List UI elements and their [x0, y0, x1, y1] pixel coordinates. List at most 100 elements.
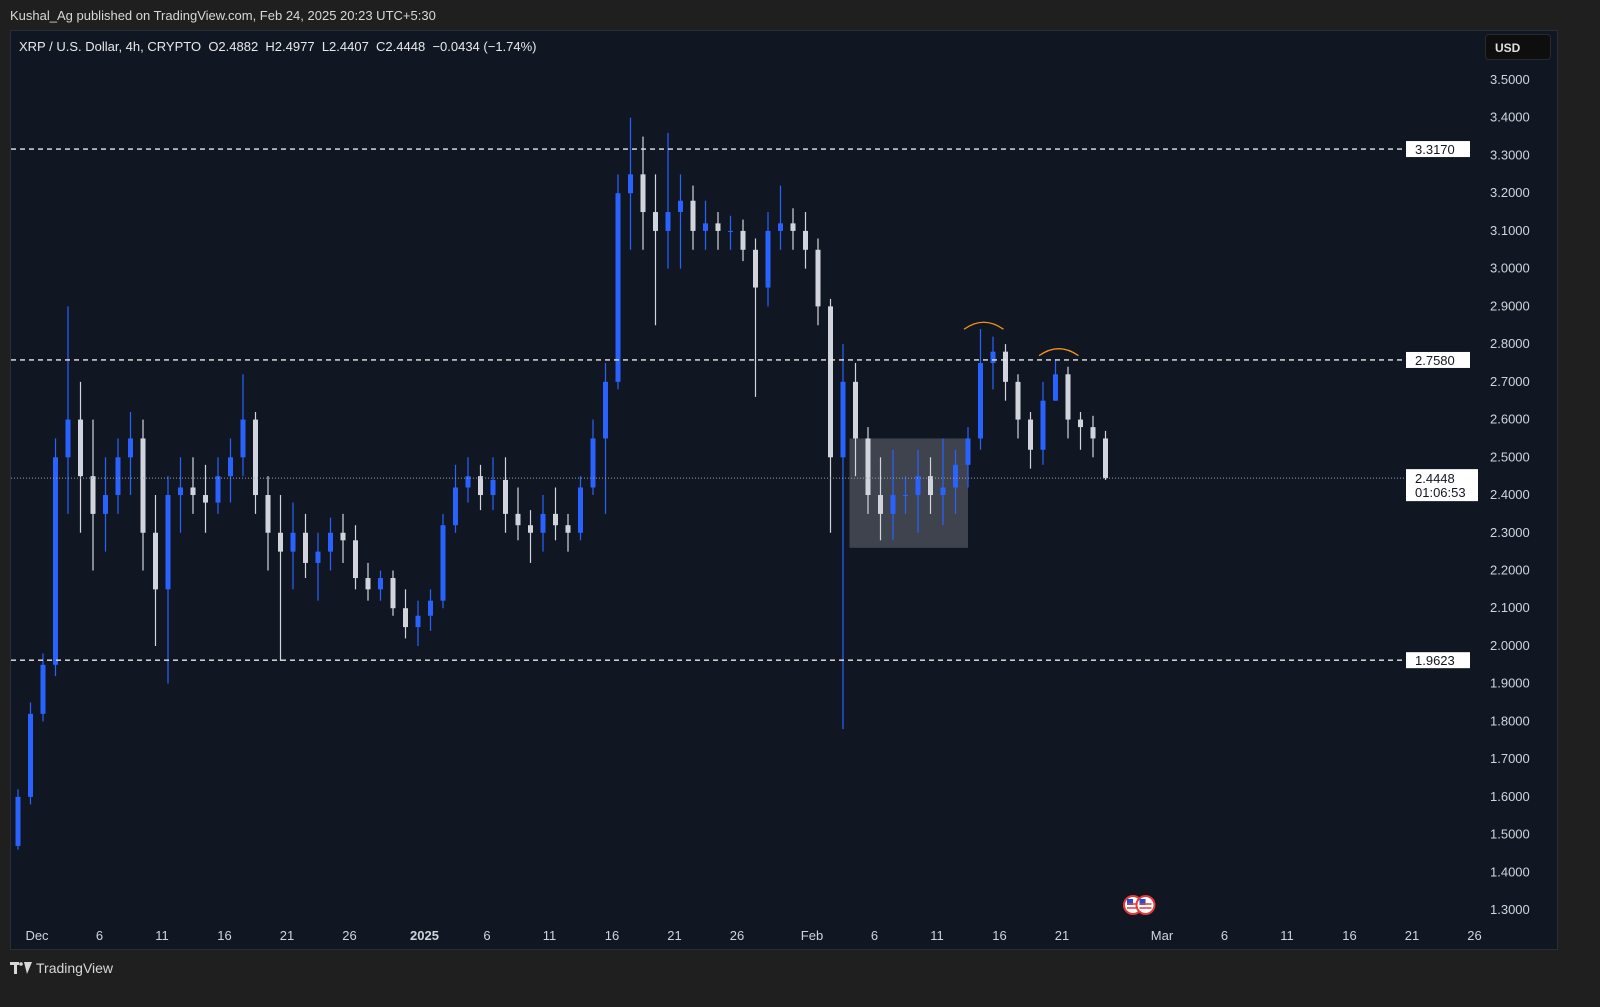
candle [65, 306, 71, 514]
candle [440, 513, 446, 609]
candle-body [465, 476, 471, 488]
time-tick-label: 6 [96, 928, 103, 943]
candle-body [690, 200, 696, 231]
low-value: L2.4407 [321, 39, 369, 54]
candle-body [428, 600, 433, 616]
candle-body [590, 438, 596, 488]
time-tick-label: 11 [543, 928, 557, 943]
candle-body [403, 608, 408, 628]
candle-body [278, 532, 283, 552]
candle [853, 362, 858, 477]
price-tick-label: 2.9000 [1490, 298, 1530, 313]
candle [778, 185, 783, 250]
candle-body [765, 230, 771, 288]
candle [415, 600, 421, 646]
time-tick-label: 26 [342, 928, 356, 943]
price-tick-label: 1.9000 [1490, 676, 1530, 691]
candle-body [153, 532, 158, 590]
candle-body [840, 381, 846, 458]
candle-body [1040, 400, 1046, 450]
candle [378, 570, 383, 601]
price-tick-label: 2.7000 [1490, 374, 1530, 389]
high-value: H2.4977 [265, 39, 315, 54]
candle [165, 476, 171, 684]
candle [628, 117, 633, 250]
candle [665, 132, 671, 269]
candle-body [603, 381, 608, 439]
candle [53, 438, 58, 677]
candle-body [865, 438, 871, 496]
time-tick-label: Feb [801, 928, 823, 943]
candle-body [353, 540, 358, 579]
top-arc[interactable] [963, 321, 1004, 330]
price-tick-label: 3.2000 [1490, 185, 1530, 200]
time-tick-label: 11 [930, 928, 944, 943]
candle-body [503, 479, 508, 514]
candle [1003, 344, 1008, 401]
level-price-tag [1406, 652, 1470, 669]
candle-body [378, 578, 383, 590]
price-tick-label: 3.5000 [1490, 72, 1530, 87]
candle [803, 212, 808, 269]
candle [728, 215, 733, 250]
candle-body [1053, 374, 1058, 401]
candle-body [665, 212, 671, 231]
candle-body [528, 525, 533, 533]
level-price-tag [1406, 351, 1470, 368]
price-tick-label: 2.8000 [1490, 336, 1530, 351]
candle-body [390, 578, 396, 609]
candle [390, 570, 396, 616]
candle-body [415, 615, 421, 628]
candle [715, 212, 721, 250]
close-value: C2.4448 [376, 39, 426, 54]
candle [903, 476, 908, 514]
candle-body [1065, 374, 1071, 420]
candle [465, 457, 471, 503]
candle-body [303, 532, 308, 563]
time-tick-label: Mar [1151, 928, 1174, 943]
candle [190, 457, 196, 514]
currency-button[interactable]: USD [1485, 34, 1551, 60]
price-tick-label: 3.3000 [1490, 147, 1530, 162]
candle-body [53, 457, 58, 665]
candle [153, 495, 158, 646]
candle [15, 789, 21, 850]
candle-body [578, 487, 583, 533]
candle-body [128, 438, 133, 458]
candle-body [828, 306, 833, 458]
candle-body [490, 479, 496, 496]
candle-body [315, 551, 321, 563]
us-flag-icon[interactable] [1135, 895, 1156, 915]
candle-body [115, 457, 121, 496]
candle [865, 427, 871, 514]
candle [540, 495, 546, 552]
tradingview-brand[interactable]: TradingView [10, 960, 113, 976]
price-tick-label: 1.4000 [1490, 864, 1530, 879]
level-price-tag-label: 2.7580 [1415, 353, 1455, 368]
candle [928, 457, 933, 514]
candle [578, 476, 583, 541]
candle-body [815, 249, 821, 307]
candle [490, 457, 496, 511]
candle-body [290, 532, 296, 552]
candle [790, 208, 796, 250]
time-tick-label: 21 [280, 928, 294, 943]
candle [453, 464, 458, 533]
candle [1090, 415, 1096, 458]
price-tick-label: 1.7000 [1490, 751, 1530, 766]
candle-body [715, 223, 721, 231]
top-arc[interactable] [1038, 348, 1079, 357]
candle [215, 457, 221, 514]
candle-body [703, 223, 708, 231]
candle [528, 510, 533, 563]
candle [840, 344, 846, 729]
symbol-name[interactable]: XRP / U.S. Dollar, 4h, CRYPTO [19, 39, 202, 54]
candle [90, 419, 96, 571]
time-tick-label: 11 [1280, 928, 1294, 943]
price-tick-label: 1.5000 [1490, 827, 1530, 842]
candle-body [1090, 427, 1096, 439]
candle-body [40, 664, 46, 714]
candle [953, 449, 958, 514]
candle-body [565, 525, 571, 533]
